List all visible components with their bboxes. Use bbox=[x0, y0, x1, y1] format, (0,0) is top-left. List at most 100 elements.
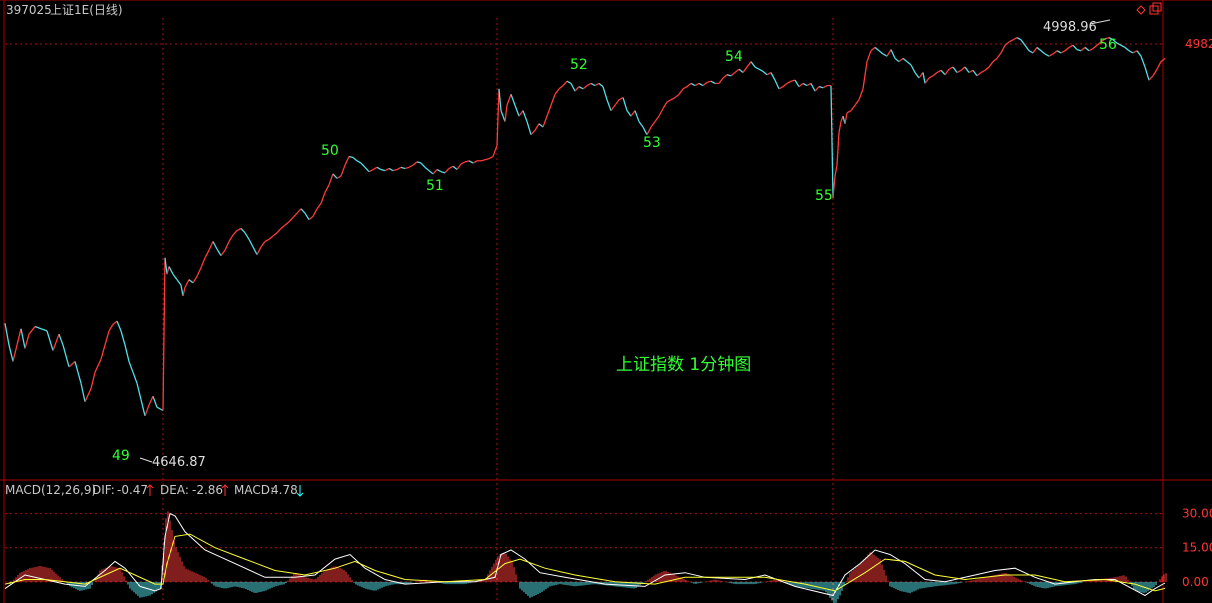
price-segment bbox=[762, 70, 768, 76]
price-segment bbox=[658, 108, 664, 117]
macd-axis-tick: 15.00 bbox=[1182, 541, 1212, 555]
price-axis-label: 4982 bbox=[1185, 37, 1212, 51]
macd-dea-label: DEA: bbox=[160, 483, 189, 497]
price-segment bbox=[312, 208, 318, 217]
price-segment bbox=[1136, 50, 1142, 57]
price-segment bbox=[400, 166, 406, 170]
price-segment bbox=[348, 155, 354, 159]
price-segment bbox=[308, 215, 314, 221]
macd-dea-value: -2.86 bbox=[192, 483, 223, 497]
price-segment bbox=[324, 184, 330, 193]
price-segment bbox=[810, 83, 816, 92]
price-segment bbox=[264, 238, 270, 243]
price-segment bbox=[710, 80, 716, 84]
price-segment bbox=[1148, 75, 1154, 81]
price-segment bbox=[1036, 46, 1042, 52]
macd-macd-value: 4.78 bbox=[271, 483, 298, 497]
price-segment bbox=[496, 88, 500, 146]
price-segment bbox=[444, 168, 450, 174]
price-segment bbox=[794, 79, 800, 88]
price-segment bbox=[814, 86, 820, 92]
price-segment bbox=[28, 326, 36, 335]
price-segment bbox=[8, 344, 14, 362]
price-segment bbox=[284, 221, 290, 226]
price-segment bbox=[866, 50, 872, 62]
price-segment bbox=[690, 82, 696, 87]
price-segment bbox=[666, 99, 672, 103]
price-segment bbox=[166, 266, 170, 275]
price-segment bbox=[602, 86, 608, 100]
price-segment bbox=[16, 328, 22, 346]
macd-dif-label: DIF: bbox=[92, 483, 115, 497]
price-segment bbox=[1128, 50, 1134, 54]
price-segment bbox=[630, 110, 636, 117]
price-series bbox=[4, 36, 1166, 417]
price-segment bbox=[132, 372, 138, 384]
price-segment bbox=[758, 68, 764, 72]
price-segment bbox=[992, 57, 998, 63]
price-segment bbox=[212, 241, 218, 250]
price-segment bbox=[574, 86, 580, 92]
price-segment bbox=[886, 49, 892, 57]
price-segment bbox=[654, 115, 660, 122]
price-segment bbox=[702, 81, 708, 87]
price-segment bbox=[440, 171, 446, 174]
price-segment bbox=[500, 110, 504, 117]
price-segment bbox=[928, 75, 934, 79]
price-segment bbox=[590, 82, 596, 87]
price-segment bbox=[252, 246, 258, 255]
wave-label-49: 49 bbox=[112, 448, 130, 464]
price-segment bbox=[1076, 48, 1082, 52]
price-segment bbox=[380, 168, 386, 172]
price-segment bbox=[504, 105, 508, 122]
price-segment bbox=[1116, 42, 1122, 46]
price-segment bbox=[340, 164, 346, 177]
price-segment bbox=[1000, 44, 1006, 54]
price-segment bbox=[1012, 37, 1018, 41]
price-segment bbox=[1024, 44, 1030, 52]
price-segment bbox=[244, 232, 250, 240]
price-segment bbox=[834, 165, 838, 177]
price-segment bbox=[220, 249, 226, 257]
price-segment bbox=[136, 383, 142, 400]
price-segment bbox=[960, 66, 966, 71]
price-segment bbox=[1004, 41, 1010, 46]
price-segment bbox=[216, 248, 222, 257]
price-segment bbox=[24, 333, 30, 349]
macd-header: MACD(12,26,9) DIF: -0.47 DEA: -2.86 MACD… bbox=[5, 483, 304, 497]
price-segment bbox=[292, 212, 298, 218]
price-segment bbox=[836, 132, 840, 166]
price-segment bbox=[726, 74, 732, 77]
price-segment bbox=[662, 101, 668, 109]
price-segment bbox=[1120, 44, 1126, 49]
price-segment bbox=[798, 82, 804, 88]
price-segment bbox=[570, 83, 576, 92]
price-segment bbox=[558, 85, 564, 90]
price-segment bbox=[344, 156, 350, 166]
price-segment bbox=[256, 246, 262, 255]
price-segment bbox=[356, 160, 362, 164]
price-segment bbox=[124, 344, 130, 362]
price-segment bbox=[1132, 50, 1138, 54]
price-segment bbox=[34, 325, 42, 330]
price-segment bbox=[554, 88, 560, 95]
price-segment bbox=[890, 49, 896, 59]
price-segment bbox=[918, 72, 924, 79]
up-arrow-icon bbox=[146, 484, 154, 496]
price-segment bbox=[606, 99, 612, 111]
price-segment bbox=[738, 68, 744, 74]
price-segment bbox=[582, 85, 588, 90]
price-segment bbox=[332, 173, 338, 179]
window-controls[interactable] bbox=[1136, 2, 1162, 15]
price-segment bbox=[84, 388, 92, 403]
price-segment bbox=[280, 224, 286, 229]
price-segment bbox=[988, 61, 994, 68]
price-segment bbox=[376, 166, 382, 171]
price-segment bbox=[526, 121, 532, 135]
price-segment bbox=[420, 162, 426, 168]
price-segment bbox=[686, 82, 692, 88]
price-segment bbox=[396, 166, 402, 171]
price-segment bbox=[698, 82, 704, 87]
